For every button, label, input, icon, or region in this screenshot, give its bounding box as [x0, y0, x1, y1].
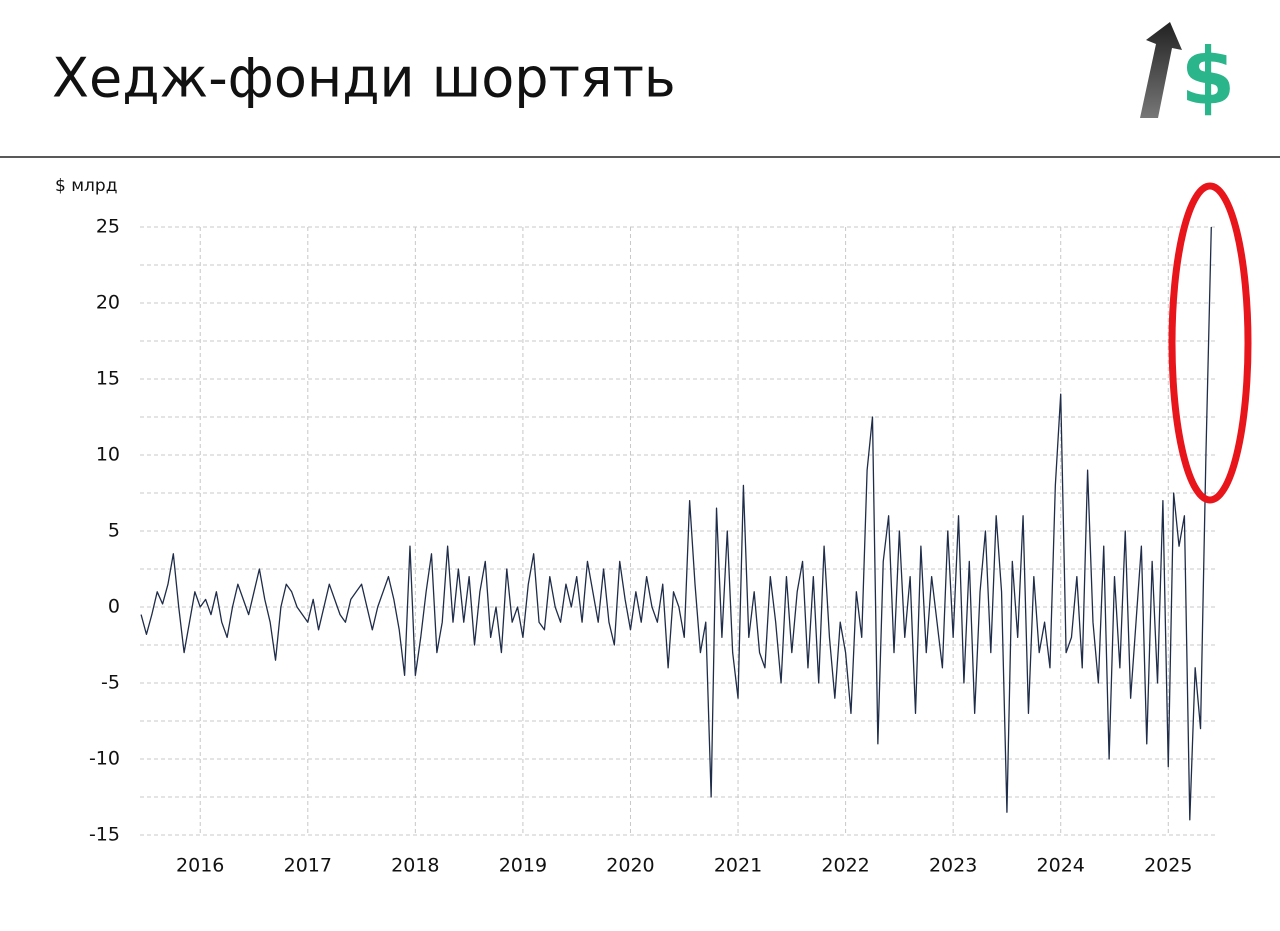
chart-title: Хедж-фонди шортять: [52, 47, 676, 110]
x-tick-label: 2025: [1144, 855, 1192, 877]
line-series: [140, 226, 1212, 821]
highlight-ellipse: [1168, 182, 1252, 504]
x-tick-label: 2022: [821, 855, 869, 877]
x-tick-label: 2021: [714, 855, 762, 877]
y-tick-label: 25: [96, 216, 120, 238]
y-tick-label: -5: [101, 672, 120, 694]
logo-arrow: [1140, 22, 1182, 118]
x-tick-label: 2016: [176, 855, 224, 877]
x-tick-label: 2024: [1037, 855, 1085, 877]
logo: $: [1140, 22, 1235, 122]
x-tick-label: 2019: [499, 855, 547, 877]
y-tick-label: -15: [89, 824, 120, 846]
x-tick-label: 2017: [284, 855, 332, 877]
y-tick-label: 5: [108, 520, 120, 542]
y-axis-label: $ млрд: [55, 176, 117, 196]
x-tick-label: 2018: [391, 855, 439, 877]
y-tick-label: -10: [89, 748, 120, 770]
y-tick-label: 10: [96, 444, 120, 466]
x-tick-label: 2020: [606, 855, 654, 877]
y-tick-label: 0: [108, 596, 120, 618]
logo-dollar: $: [1181, 32, 1235, 122]
x-tick-label: 2023: [929, 855, 977, 877]
y-tick-label: 15: [96, 368, 120, 390]
y-tick-label: 20: [96, 292, 120, 314]
